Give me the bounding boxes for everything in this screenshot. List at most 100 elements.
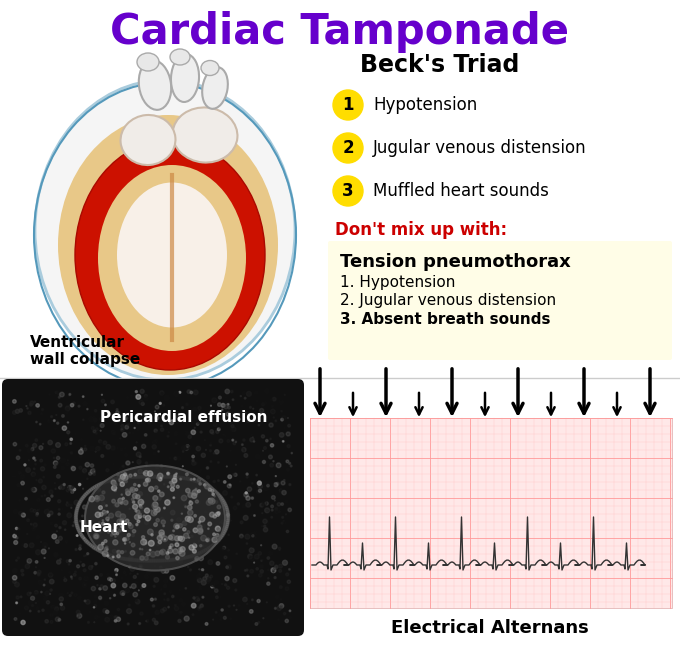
Circle shape: [26, 468, 31, 472]
Circle shape: [67, 431, 70, 433]
Circle shape: [135, 600, 137, 601]
Circle shape: [99, 531, 101, 533]
Circle shape: [175, 536, 180, 541]
Circle shape: [213, 543, 216, 546]
Circle shape: [195, 558, 198, 561]
Circle shape: [146, 415, 148, 416]
Circle shape: [115, 502, 119, 507]
Circle shape: [238, 605, 240, 606]
Circle shape: [105, 546, 108, 549]
Circle shape: [260, 503, 264, 507]
Circle shape: [155, 431, 159, 436]
Circle shape: [163, 475, 166, 478]
Circle shape: [217, 512, 220, 515]
Circle shape: [265, 521, 269, 525]
Circle shape: [207, 485, 210, 488]
Circle shape: [78, 484, 81, 486]
Circle shape: [76, 535, 78, 537]
Circle shape: [218, 428, 220, 431]
Circle shape: [44, 495, 46, 496]
Circle shape: [73, 574, 76, 576]
Circle shape: [287, 445, 290, 448]
Circle shape: [219, 496, 222, 498]
Circle shape: [182, 446, 186, 449]
Circle shape: [173, 476, 177, 479]
Circle shape: [223, 616, 226, 619]
Circle shape: [100, 550, 103, 553]
Circle shape: [252, 620, 254, 622]
Circle shape: [199, 528, 203, 533]
Circle shape: [263, 611, 264, 612]
Circle shape: [244, 397, 246, 399]
Circle shape: [160, 566, 162, 569]
Circle shape: [211, 485, 216, 490]
Circle shape: [81, 448, 82, 450]
Circle shape: [115, 527, 116, 528]
Circle shape: [159, 533, 165, 537]
Circle shape: [211, 544, 214, 547]
Circle shape: [133, 592, 137, 597]
Circle shape: [42, 609, 44, 612]
Circle shape: [279, 550, 280, 551]
Circle shape: [89, 543, 92, 547]
Circle shape: [133, 465, 137, 468]
Circle shape: [67, 502, 68, 503]
Circle shape: [135, 510, 137, 512]
Circle shape: [158, 475, 161, 478]
Circle shape: [129, 524, 133, 529]
Circle shape: [155, 440, 157, 442]
Circle shape: [252, 531, 257, 535]
Circle shape: [188, 505, 192, 510]
Circle shape: [285, 500, 288, 502]
Circle shape: [175, 604, 176, 606]
Circle shape: [262, 519, 267, 523]
Circle shape: [142, 475, 146, 478]
Circle shape: [133, 432, 134, 433]
Ellipse shape: [85, 466, 225, 570]
Circle shape: [178, 460, 180, 462]
Circle shape: [100, 423, 104, 427]
Circle shape: [112, 530, 117, 535]
Circle shape: [139, 548, 141, 549]
Circle shape: [215, 525, 216, 526]
Circle shape: [247, 575, 249, 577]
Circle shape: [188, 478, 190, 480]
Circle shape: [136, 567, 137, 569]
Circle shape: [27, 533, 28, 535]
Circle shape: [132, 498, 135, 501]
Circle shape: [199, 484, 201, 486]
Circle shape: [245, 534, 250, 539]
Circle shape: [152, 502, 158, 509]
Circle shape: [143, 515, 146, 517]
Circle shape: [217, 505, 221, 509]
Circle shape: [212, 493, 214, 496]
Circle shape: [107, 480, 109, 482]
Circle shape: [152, 440, 156, 445]
Ellipse shape: [120, 115, 175, 165]
Circle shape: [136, 510, 140, 513]
Circle shape: [104, 506, 105, 507]
Circle shape: [87, 478, 88, 479]
Circle shape: [218, 494, 222, 498]
Circle shape: [104, 539, 107, 543]
Circle shape: [50, 614, 53, 616]
Circle shape: [184, 511, 186, 513]
Circle shape: [67, 501, 72, 506]
Circle shape: [199, 469, 202, 472]
Circle shape: [180, 612, 182, 613]
Circle shape: [65, 486, 69, 489]
Circle shape: [160, 567, 165, 573]
Circle shape: [108, 399, 112, 403]
Circle shape: [262, 500, 267, 506]
Text: Jugular venous distension: Jugular venous distension: [373, 139, 587, 157]
Circle shape: [203, 545, 208, 550]
Circle shape: [227, 484, 231, 488]
Circle shape: [100, 585, 103, 588]
Circle shape: [196, 446, 201, 451]
Circle shape: [64, 577, 65, 578]
Circle shape: [185, 445, 189, 449]
Circle shape: [49, 394, 50, 395]
Circle shape: [90, 446, 94, 451]
Circle shape: [130, 586, 131, 588]
Circle shape: [17, 484, 20, 487]
